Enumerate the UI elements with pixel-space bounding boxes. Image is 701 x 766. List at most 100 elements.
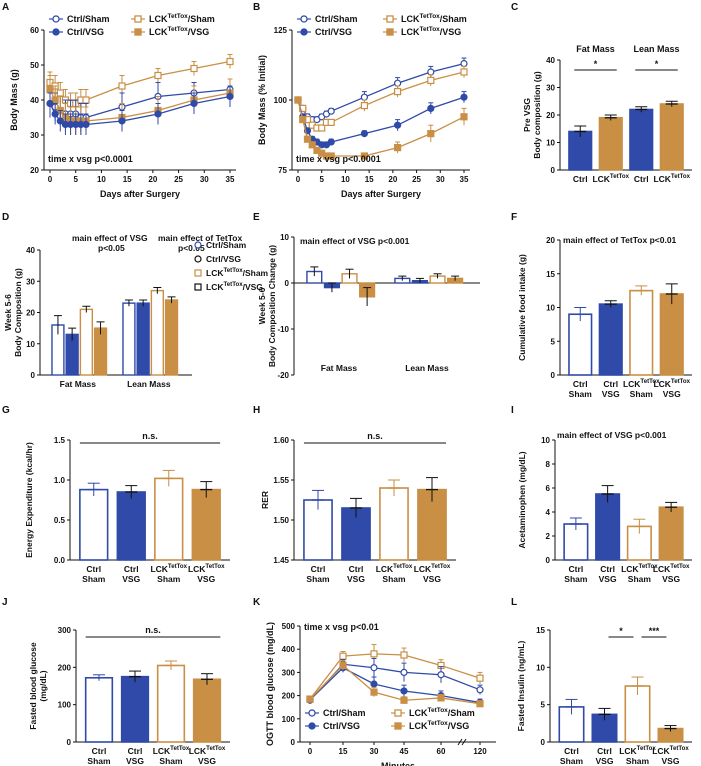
y-axis-label: Energy Expenditure (kcal/hr) <box>24 442 34 558</box>
bar <box>191 488 221 561</box>
y-tick-label: 20 <box>546 111 555 120</box>
x-tick-label: 35 <box>460 175 469 184</box>
bar <box>79 308 94 376</box>
label-main: LCK <box>414 564 432 574</box>
bar <box>658 506 684 561</box>
category-sublabel: Sham <box>382 574 406 584</box>
significance-label: n.s. <box>145 625 161 635</box>
label-suffix: /VSG <box>188 27 210 37</box>
legend-label: LCKTetTox/Sham <box>409 707 475 718</box>
legend-marker <box>52 28 60 36</box>
data-point <box>226 92 234 101</box>
bar <box>150 289 165 376</box>
data-point <box>46 85 54 94</box>
annotation: main effect of VSG <box>72 233 148 243</box>
panel-letter: G <box>2 405 10 416</box>
label-superscript: TetTox <box>168 563 188 570</box>
category-label: Ctrl <box>597 746 612 756</box>
bar <box>379 487 409 561</box>
legend-label: LCKTetTox/VSG <box>401 26 461 37</box>
y-tick-label: 10 <box>280 233 289 242</box>
x-tick-label: 45 <box>400 747 409 756</box>
data-point <box>360 93 368 101</box>
panel-letter: H <box>253 405 260 416</box>
x-tick-label: 10 <box>97 175 106 184</box>
category-label: LCKTetTox <box>619 745 656 756</box>
label-main: Ctrl <box>569 564 584 574</box>
label-superscript: TetTox <box>428 720 449 727</box>
y-tick-label: 75 <box>278 166 287 175</box>
significance-star: * <box>619 626 623 636</box>
bar <box>120 675 150 743</box>
label-main: Ctrl/VSG <box>206 254 241 264</box>
data-point <box>476 686 484 694</box>
y-axis-label: Body Mass (g) <box>9 69 19 131</box>
data-point <box>370 650 378 658</box>
data-point <box>51 110 59 118</box>
label-superscript: TetTox <box>670 745 690 752</box>
label-superscript: TetTox <box>170 745 190 752</box>
x-tick-label: 30 <box>370 747 379 756</box>
x-tick-label: 15 <box>123 175 132 184</box>
y-tick-label: 4 <box>546 508 551 517</box>
legend-label: Ctrl/Sham <box>315 14 358 24</box>
label-superscript: TetTox <box>671 378 691 385</box>
panel-letter: B <box>253 2 260 13</box>
significance-star: * <box>594 59 598 69</box>
label-superscript: TetTox <box>223 281 243 288</box>
y-tick-label: 1.50 <box>273 516 289 525</box>
category-sublabel: Sham <box>630 389 654 399</box>
legend-label: Ctrl/VSG <box>315 27 352 37</box>
annotation: p<0.05 <box>98 243 125 253</box>
label-superscript: TetTox <box>168 13 189 20</box>
axes: 0 100 200 300 400 500 <box>282 622 496 747</box>
y-tick-label: 0 <box>551 371 556 380</box>
series-line <box>309 666 481 704</box>
data-point <box>303 135 312 143</box>
category-label: Ctrl <box>124 564 139 574</box>
x-tick-label: 5 <box>73 175 78 184</box>
bar <box>79 488 109 561</box>
label-superscript: TetTox <box>671 173 691 180</box>
significance-star: * <box>655 59 659 69</box>
y-tick-label: -20 <box>277 371 289 380</box>
data-point <box>327 152 335 160</box>
data-point <box>437 694 445 702</box>
legend-label: LCKTetTox/Sham <box>206 267 269 278</box>
x-tick-label: 0 <box>308 747 313 756</box>
data-point <box>427 104 435 113</box>
data-point <box>46 99 54 108</box>
category-sublabel: Sham <box>560 756 584 766</box>
x-tick-label: 120 <box>473 747 487 756</box>
panel-letter: E <box>253 212 260 223</box>
y-tick-label: 400 <box>282 645 296 654</box>
label-main: LCK <box>206 282 224 292</box>
label-main: LCK <box>409 708 428 718</box>
bar <box>164 299 179 376</box>
label-main: Ctrl <box>597 746 612 756</box>
y-tick-label: 200 <box>282 692 296 701</box>
y-tick-label: 5 <box>541 701 546 710</box>
bar <box>568 313 593 376</box>
panel-letter: L <box>511 597 517 608</box>
category-sublabel: VSG <box>198 756 216 766</box>
panel-title: Fat Mass <box>576 44 615 54</box>
bar <box>303 499 333 561</box>
group-label: Lean Mass <box>127 379 171 389</box>
panel-letter: I <box>511 405 514 416</box>
legend-label: Ctrl/Sham <box>323 708 366 718</box>
axes: 75 100 125 <box>274 26 470 175</box>
label-main: Ctrl/Sham <box>206 240 247 250</box>
group-label: Lean Mass <box>405 363 449 373</box>
y-tick-label: 30 <box>30 131 39 140</box>
x-tick-label: 20 <box>148 175 157 184</box>
y-tick-label: 0 <box>546 556 551 565</box>
category-label: Ctrl <box>128 746 143 756</box>
data-point <box>154 110 162 118</box>
label-main: LCK <box>409 721 428 731</box>
category-sublabel: VSG <box>662 574 680 584</box>
category-sublabel: VSG <box>347 574 365 584</box>
y-tick-label: 0 <box>291 738 296 747</box>
label-superscript: TetTox <box>639 563 659 570</box>
x-axis-label: Minutes <box>381 761 415 766</box>
